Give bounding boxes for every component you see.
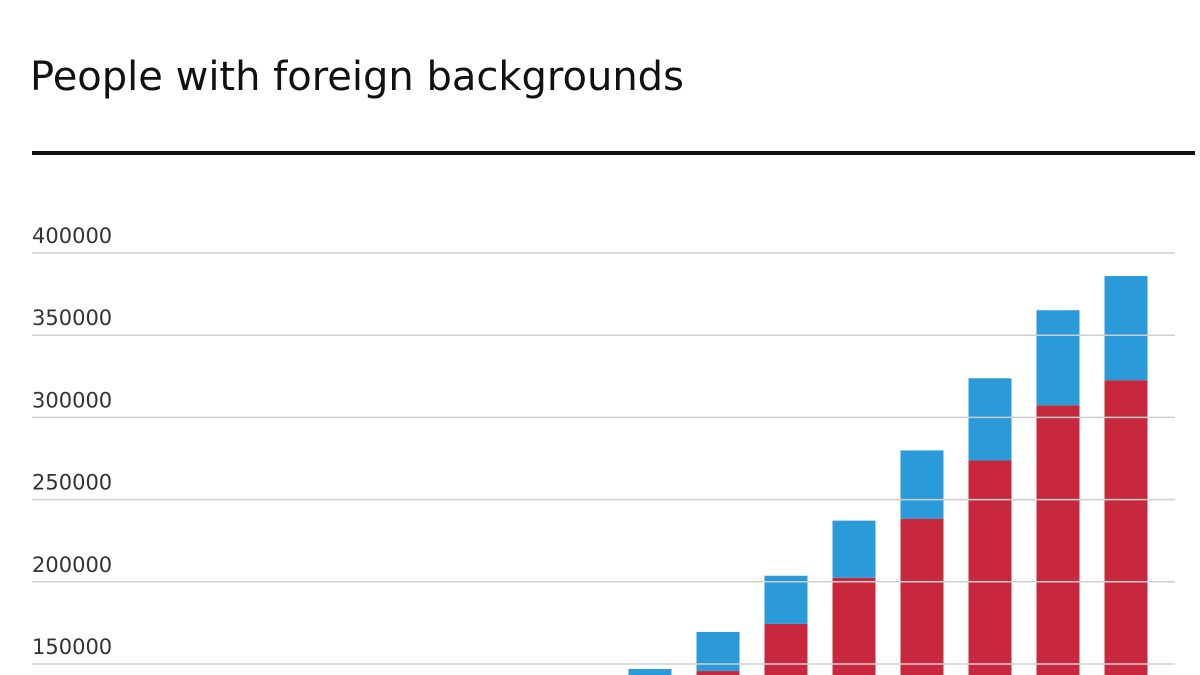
bar-segment <box>1036 310 1080 406</box>
bar-segment <box>628 668 672 675</box>
title-rule <box>32 151 1195 155</box>
bar-segment <box>1036 405 1080 675</box>
bar-segment <box>764 623 808 675</box>
y-tick-label: 150000 <box>32 635 112 659</box>
bar-segment <box>1104 276 1148 381</box>
bar-segment <box>696 671 740 675</box>
chart-title: People with foreign backgrounds <box>30 54 684 100</box>
bar-segment <box>900 450 944 519</box>
bar-segment <box>968 460 1012 675</box>
y-tick-label: 200000 <box>32 553 112 577</box>
y-tick-label: 250000 <box>32 471 112 495</box>
bar-segment <box>968 378 1012 461</box>
bar-segment <box>832 520 876 578</box>
bar-segment <box>900 518 944 675</box>
y-tick-label: 350000 <box>32 306 112 330</box>
bar-segment <box>696 631 740 672</box>
plot-area <box>628 276 1148 675</box>
bar-segment <box>764 575 808 624</box>
y-tick-label: 300000 <box>32 388 112 412</box>
bar-segment <box>1104 380 1148 675</box>
bar-segment <box>832 577 876 675</box>
y-tick-label: 400000 <box>32 224 112 248</box>
